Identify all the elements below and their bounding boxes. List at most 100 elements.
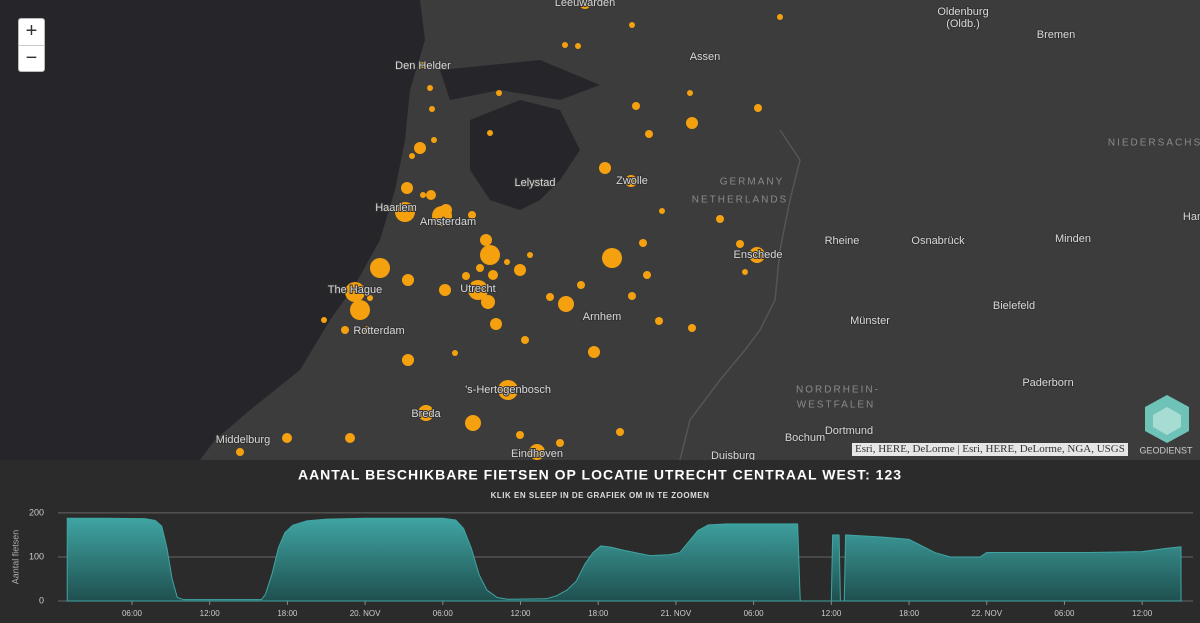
zoom-out[interactable]: − [19,45,44,72]
station-dot [533,179,541,187]
map-label: Zwolle [616,175,648,187]
station-dot [516,431,524,439]
station-dot [420,62,426,68]
station-dot [480,245,500,265]
chart[interactable]: AANTAL BESCHIKBARE FIETSEN OP LOCATIE UT… [0,460,1200,623]
station-dot [496,90,502,96]
map-label: Rotterdam [353,325,404,337]
station-dot [402,354,414,366]
waddenzee [440,60,600,100]
station-dot [414,142,426,154]
map-label: Dortmund [825,425,873,437]
station-dot [659,208,665,214]
station-dot [628,292,636,300]
map[interactable]: Leeuwarden Oldenburg(Oldb.) Bremen Den Held… [0,0,1200,460]
map-label: WESTFALEN [797,400,876,411]
station-dot [236,448,244,456]
station-dot [687,90,693,96]
station-dot [754,104,762,112]
map-label: Leeuwarden [555,0,616,9]
x-tick-label: 12:00 [1132,609,1153,618]
station-dot [498,380,518,400]
station-dot [529,444,545,460]
station-dot [562,42,568,48]
zoom-in[interactable]: + [25,20,38,42]
station-dot [481,295,495,309]
ijsselmeer [470,100,580,210]
station-dot [480,234,492,246]
station-dot [487,130,493,136]
map-label: Breda [411,408,441,420]
map-label: Middelburg [216,434,270,446]
map-labels: Leeuwarden Oldenburg(Oldb.) Bremen Den Held… [215,0,1200,460]
station-dot [418,405,434,421]
chart-subtitle: KLIK EN SLEEP IN DE GRAFIEK OM IN TE ZOO… [491,491,710,500]
station-dot [409,153,415,159]
map-label: 's-Hertogenbosch [465,384,551,396]
station-dot [367,295,373,301]
station-dot [602,248,622,268]
map-label: Minden [1055,233,1091,245]
station-dot [655,317,663,325]
station-dot [395,202,415,222]
attribution: Esri, HERE, DeLorme | Esri, HERE, DeLorm… [852,443,1128,456]
station-dot [426,190,436,200]
station-dot [514,264,526,276]
station-dot [616,428,624,436]
x-tick-label: 06:00 [1054,609,1075,618]
station-dot [639,239,647,247]
station-dot [588,346,600,358]
map-label: Bochum [785,432,825,444]
map-label: (Oldb.) [946,18,980,30]
map-label: NORDRHEIN- [796,385,880,396]
station-dot [488,270,498,280]
x-tick-label: 20. NOV [350,609,381,618]
x-tick-label: 06:00 [122,609,143,618]
station-dot [749,247,765,263]
station-dot [341,326,349,334]
map-label: Arnhem [583,311,622,323]
map-label: Lelystad [515,177,556,189]
station-dot [440,204,452,216]
station-dot [490,318,502,330]
station-dot [703,53,709,59]
y-axis-label: Aantal fietsen [10,530,20,585]
station-dot [643,271,651,279]
station-dot [462,272,470,280]
station-dot [599,162,611,174]
x-tick-label: 12:00 [510,609,531,618]
station-dot [431,137,437,143]
station-dot [468,280,488,300]
station-dot [632,102,640,110]
map-label: Münster [850,315,890,327]
station-dot [527,252,533,258]
station-dot [370,258,390,278]
station-dot [439,284,451,296]
map-label: Bremen [1037,29,1076,41]
x-tick-label: 18:00 [899,609,920,618]
x-tick-label: 21. NOV [661,609,692,618]
station-dot [742,269,748,275]
sea [0,0,425,460]
station-dot [364,326,372,334]
logo-text: GEODIENST [1139,445,1193,455]
map-label: Osnabrück [911,235,965,247]
station-dot [402,274,414,286]
y-tick-label: 100 [29,551,44,561]
station-dot [629,22,635,28]
map-label: Eindhoven [511,448,563,460]
border [679,129,801,460]
station-dot [452,350,458,356]
x-tick-label: 22. NOV [971,609,1002,618]
map-label: Paderborn [1022,377,1073,389]
x-tick-label: 06:00 [433,609,454,618]
station-dot [345,282,365,302]
station-dot [350,300,370,320]
station-dot [420,192,426,198]
station-dot [558,296,574,312]
map-label: NIEDERSACHS [1108,138,1200,149]
station-dot [468,211,476,219]
station-dot [282,433,292,443]
x-tick-label: 18:00 [277,609,298,618]
